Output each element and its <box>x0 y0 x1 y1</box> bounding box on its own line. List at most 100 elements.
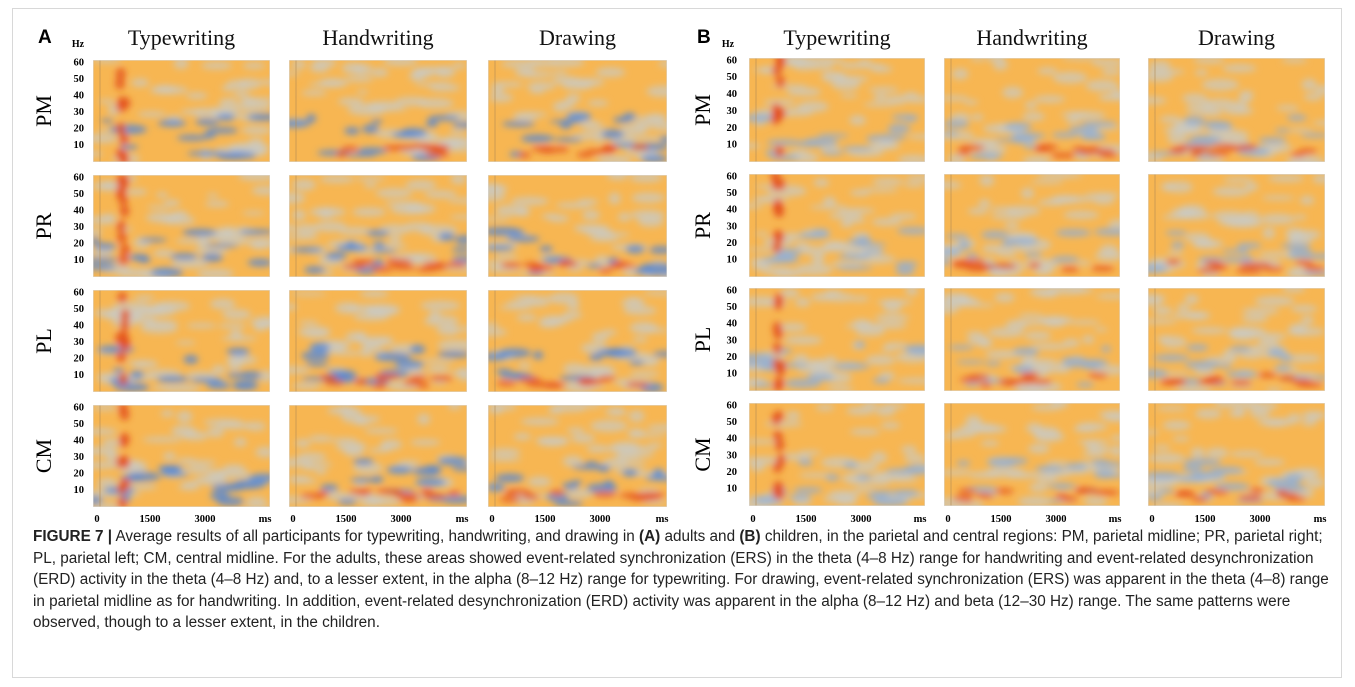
heatmap-blob <box>1220 363 1232 369</box>
heatmap-blob <box>450 175 467 185</box>
heatmap-blob <box>652 468 664 478</box>
y-tick-label: 50 <box>74 304 85 315</box>
heatmap-blob <box>771 413 782 426</box>
heatmap-blob <box>93 228 102 237</box>
heatmap-blob <box>257 370 270 382</box>
heatmap-blob <box>1260 213 1296 225</box>
heatmap-blob <box>178 484 200 491</box>
heatmap-blob <box>895 265 915 276</box>
heatmap-blob <box>794 297 811 307</box>
heatmap-blobs <box>944 174 1120 277</box>
heatmap-blob <box>997 379 1023 386</box>
heatmap-blob <box>306 113 317 123</box>
heatmap-blob <box>360 348 373 358</box>
heatmap-blob <box>513 111 548 118</box>
heatmap-blob <box>1197 128 1235 134</box>
heatmap-blob <box>993 263 1018 270</box>
heatmap-blob <box>903 464 925 475</box>
heatmap-blob <box>227 366 241 371</box>
heatmap-blob <box>1014 319 1043 326</box>
heatmap <box>488 175 667 277</box>
heatmap-blob <box>904 453 925 463</box>
heatmap-blob <box>1012 132 1046 140</box>
heatmap-blob <box>866 135 877 142</box>
heatmap-blob <box>420 300 461 311</box>
heatmap-blob <box>1275 489 1289 496</box>
heatmap-blob <box>645 475 667 481</box>
heatmap-blob <box>1283 354 1322 363</box>
heatmap-blob <box>549 292 579 305</box>
heatmap-blob <box>93 446 118 456</box>
heatmap-blob <box>1183 115 1205 126</box>
heatmap-blob <box>1238 494 1257 501</box>
heatmap-blob <box>772 198 783 211</box>
heatmap-blob <box>1182 464 1203 473</box>
heatmap-blob <box>825 473 840 482</box>
heatmap-blob <box>1148 430 1160 435</box>
y-tick-label: 30 <box>74 452 85 463</box>
heatmap-blob <box>1235 267 1263 274</box>
heatmap-blob <box>904 117 917 122</box>
heatmap-blob <box>775 75 786 88</box>
heatmap-blob <box>1148 318 1178 325</box>
heatmap-blob <box>774 439 785 452</box>
heatmap-blob <box>125 188 148 196</box>
heatmap-blob <box>423 261 445 268</box>
heatmap-blob <box>968 500 984 506</box>
heatmap-blob <box>119 432 130 445</box>
heatmap-blob <box>344 126 360 135</box>
heatmap-blob <box>1034 465 1065 473</box>
heatmap-blob <box>1060 111 1088 118</box>
heatmap-blob <box>118 254 129 267</box>
heatmap-blob <box>1284 158 1314 162</box>
heatmap-blob <box>93 427 117 436</box>
heatmap-blob <box>1186 344 1209 352</box>
heatmap-blob <box>204 243 239 248</box>
heatmap <box>289 290 467 392</box>
heatmap-blob <box>370 265 394 272</box>
heatmap-blob <box>586 444 607 453</box>
heatmap-blob <box>1253 458 1286 466</box>
heatmap-blobs <box>289 175 467 276</box>
heatmap-blob <box>1148 68 1185 75</box>
heatmap-blob <box>774 145 785 158</box>
heatmap-blob <box>356 90 369 95</box>
heatmap-blob <box>630 209 665 221</box>
heatmap-blob <box>638 494 663 501</box>
heatmap-blob <box>235 102 270 112</box>
heatmap-blob <box>623 266 638 277</box>
heatmap-blob <box>522 493 540 500</box>
heatmap-blob <box>1287 127 1313 133</box>
heatmap-blob <box>115 122 126 135</box>
heatmap-blob <box>1153 354 1190 362</box>
row-label: PM <box>690 94 715 126</box>
heatmap-blob <box>388 235 402 243</box>
y-tick-label: 20 <box>74 238 85 249</box>
heatmap-blob <box>1004 122 1032 131</box>
heatmap-blob <box>905 288 919 296</box>
heatmap-blob <box>772 321 783 334</box>
heatmap-blob <box>786 87 822 97</box>
heatmap-blob <box>1184 294 1199 305</box>
heatmap-blob <box>965 252 979 260</box>
y-tick-label: 50 <box>74 189 85 200</box>
heatmap-blob <box>1051 131 1079 139</box>
heatmap-blob <box>451 121 467 129</box>
heatmap-blob <box>642 290 667 296</box>
heatmap-blob <box>808 358 827 371</box>
heatmap-blob <box>1148 368 1169 379</box>
heatmap-blob <box>1239 90 1254 98</box>
heatmap-blob <box>1022 112 1045 121</box>
caption: FIGURE 7 | Average results of all partic… <box>33 526 1333 634</box>
y-tick-label: 10 <box>74 255 85 266</box>
heatmap-blob <box>1183 457 1222 467</box>
heatmap-blob <box>436 325 460 336</box>
heatmap-blob <box>117 497 128 507</box>
heatmap-blob <box>881 403 907 409</box>
heatmap-blob <box>289 71 301 76</box>
heatmap-blob <box>1299 195 1315 205</box>
heatmap-blob <box>749 361 767 367</box>
heatmap-blob <box>781 453 811 461</box>
heatmap-blob <box>239 229 270 235</box>
y-tick-label: 50 <box>727 72 738 83</box>
